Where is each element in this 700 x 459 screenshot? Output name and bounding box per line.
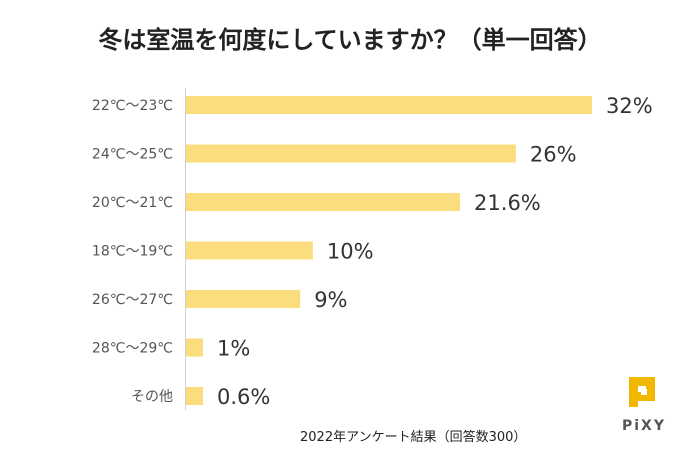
category-label: その他	[131, 389, 173, 405]
category-label: 20℃～21℃	[92, 195, 173, 211]
category-labels: 22℃～23℃ 24℃～25℃ 20℃～21℃ 18℃～19℃ 26℃～27℃ 28℃～2…	[92, 98, 173, 405]
brand-logo: PiXY	[622, 377, 666, 434]
category-label: 24℃～25℃	[92, 147, 173, 163]
category-label: 18℃～19℃	[92, 244, 173, 260]
chart-title: 冬は室温を何度にしていますか？（単一回答）	[98, 26, 601, 54]
bar	[186, 290, 301, 308]
bar	[186, 144, 516, 163]
bar	[186, 193, 461, 211]
pixy-logo-icon	[629, 377, 655, 407]
value-label: 26%	[530, 143, 577, 167]
bar	[186, 387, 203, 405]
value-label: 0.6%	[217, 385, 270, 409]
value-label: 1%	[217, 337, 250, 361]
value-label: 9%	[314, 288, 347, 312]
value-labels: 32% 26% 21.6% 10% 9% 1% 0.6%	[217, 94, 653, 409]
brand-name: PiXY	[622, 418, 666, 434]
bar	[186, 96, 592, 114]
category-label: 26℃～27℃	[92, 292, 173, 308]
category-label: 22℃～23℃	[92, 98, 173, 114]
footnote: 2022年アンケート結果（回答数300）	[300, 429, 526, 445]
bar	[186, 241, 313, 260]
value-label: 21.6%	[474, 191, 541, 215]
bars-group	[186, 96, 592, 405]
category-label: 28℃～29℃	[92, 341, 173, 357]
bar	[186, 338, 203, 357]
value-label: 10%	[327, 240, 374, 264]
value-label: 32%	[606, 94, 653, 118]
